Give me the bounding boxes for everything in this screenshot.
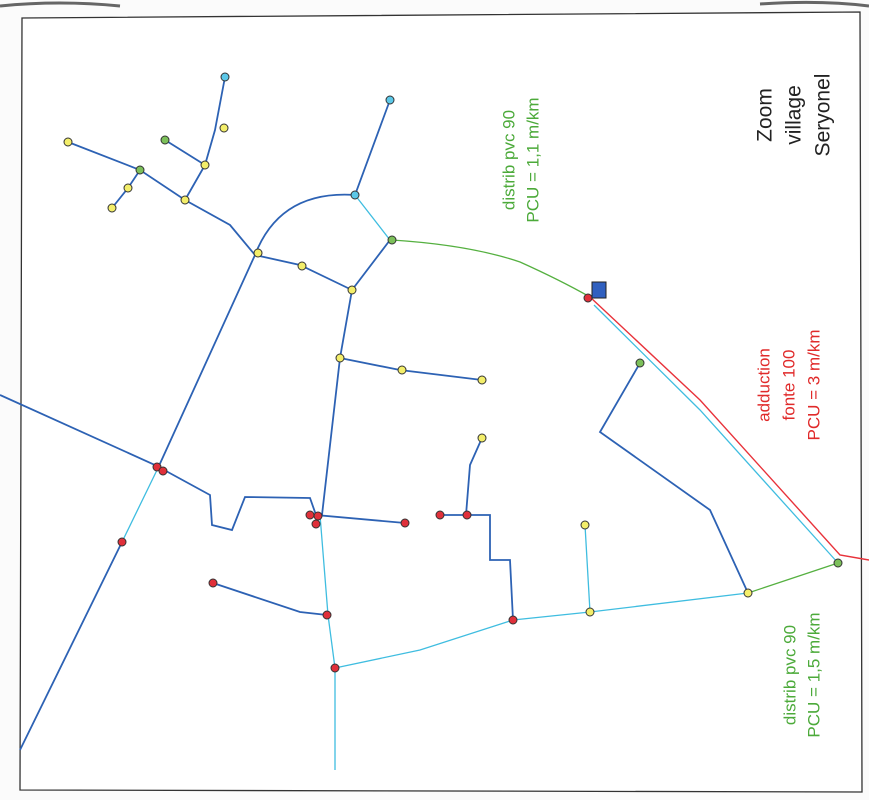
node (585, 607, 595, 617)
node (253, 248, 263, 258)
adduction-label: adduction fonte 100 PCU = 3 m/km (754, 330, 823, 441)
node (462, 510, 472, 520)
label-line: Seryonel (812, 74, 835, 157)
node (305, 510, 315, 520)
node (219, 123, 229, 133)
node (313, 511, 323, 521)
node (311, 519, 321, 529)
nodes (63, 72, 843, 673)
label-line: distrib pvc 90 (780, 625, 799, 725)
node (330, 663, 340, 673)
node (107, 203, 117, 213)
reservoir-icon (591, 281, 607, 299)
pipe (0, 394, 406, 532)
label-line: PCU = 1,5 m/km (804, 612, 823, 737)
label-line: village (783, 85, 806, 145)
scan-edge (0, 0, 869, 8)
node (635, 358, 645, 368)
pipe (121, 194, 749, 770)
label-line: fonte 100 (779, 350, 798, 421)
node (477, 375, 487, 385)
node (158, 466, 168, 476)
node (385, 95, 395, 105)
node (743, 588, 753, 598)
distrib-label: distrib pvc 90 PCU = 1,5 m/km (780, 612, 823, 737)
zoom-title: Zoom village Seryonel (754, 74, 835, 157)
distrib-pipe (391, 239, 839, 594)
node (160, 135, 170, 145)
node (397, 365, 407, 375)
node (347, 285, 357, 295)
label-line: PCU = 3 m/km (804, 330, 823, 441)
node (180, 195, 190, 205)
adduction-pipe (589, 296, 869, 561)
node (135, 165, 145, 175)
distrib-label: distrib pvc 90 PCU = 1,1 m/km (499, 97, 542, 222)
node (580, 520, 590, 530)
node (435, 510, 445, 520)
node (208, 578, 218, 588)
node (123, 183, 133, 193)
label-line: adduction (754, 348, 773, 422)
node (200, 160, 210, 170)
pipe (212, 437, 514, 621)
pipe (593, 304, 839, 564)
pipe (19, 99, 391, 751)
node (335, 353, 345, 363)
node (477, 433, 487, 443)
label-line: Zoom (754, 88, 777, 142)
label-line: distrib pvc 90 (499, 110, 518, 210)
node (322, 610, 332, 620)
node (508, 615, 518, 625)
node (117, 537, 127, 547)
label-line: PCU = 1,1 m/km (523, 97, 542, 222)
node (400, 518, 410, 528)
node (297, 261, 307, 271)
node (387, 235, 397, 245)
node (833, 558, 843, 568)
node (220, 72, 230, 82)
node (583, 293, 593, 303)
node (63, 137, 73, 147)
map-frame (19, 11, 863, 793)
node (350, 190, 360, 200)
